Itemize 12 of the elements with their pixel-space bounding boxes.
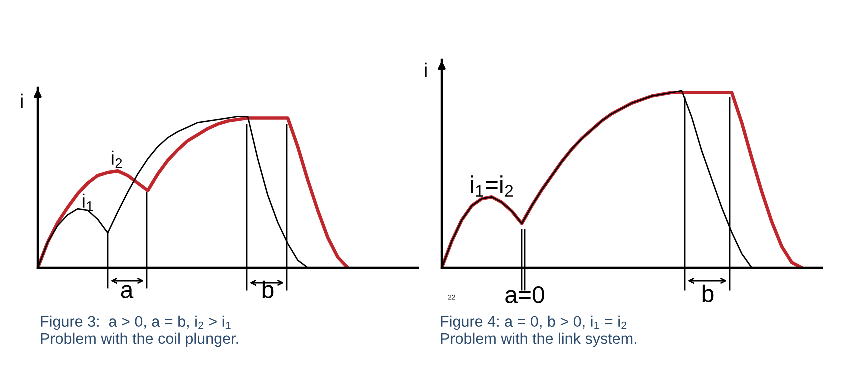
series-label: i$_{2}$: [112, 150, 122, 168]
text: b: [702, 284, 714, 302]
caption: Figure 3: a > 0, a = b, i$_{2}$ > i$_{1}$: [41, 316, 231, 330]
caption: Figure 4: a = 0, b > 0, i$_{1}$ = i$_{2}$: [441, 316, 627, 330]
text: Problem with the link system.: [441, 332, 636, 348]
y-axis-title: i: [21, 94, 23, 108]
text: b: [262, 280, 274, 298]
annotation: i$_{1}$=i$_{2}$: [471, 176, 514, 197]
text: a=0: [506, 286, 544, 304]
text: Problem with the coil plunger.: [41, 332, 238, 348]
y-axis-title: i: [425, 62, 427, 78]
text: a: [121, 285, 134, 298]
